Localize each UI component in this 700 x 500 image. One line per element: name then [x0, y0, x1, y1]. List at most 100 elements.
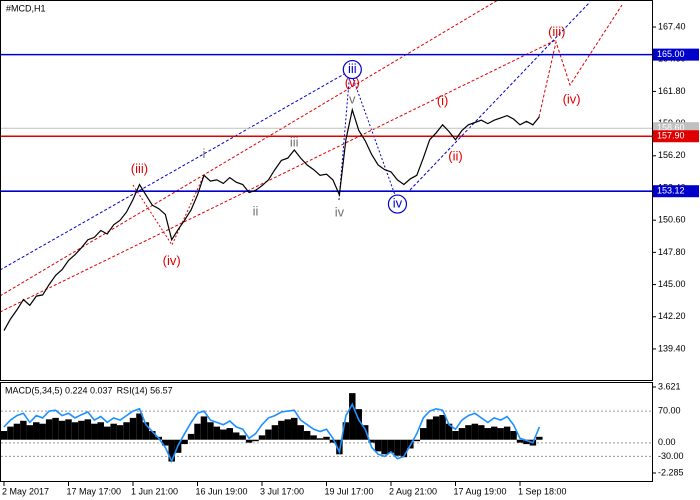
macd-bar [432, 416, 440, 440]
macd-bar [284, 419, 292, 440]
macd-bar [200, 416, 208, 440]
macd-bar [465, 425, 472, 440]
macd-bar [78, 420, 85, 440]
y-tick-label: 167.40 [658, 21, 686, 31]
macd-bar [387, 439, 395, 453]
macd-bar [336, 439, 343, 455]
x-tick-label: 2 Aug 21:00 [389, 486, 437, 496]
macd-bar [303, 430, 311, 440]
macd-bar [381, 439, 388, 455]
macd-bar [142, 422, 150, 440]
level-label: 153.12 [657, 186, 685, 196]
macd-bar [342, 422, 350, 440]
level-label-box [653, 185, 699, 198]
macd-bar [400, 439, 408, 458]
macd-bar [323, 436, 330, 440]
wave-label: v [349, 91, 356, 106]
macd-bar [426, 419, 433, 440]
macd-bar [149, 430, 156, 440]
macd-bar [503, 426, 511, 440]
wave-label: iv [393, 196, 403, 211]
macd-bar [162, 439, 169, 446]
x-tick-label: 17 May 17:00 [67, 486, 122, 496]
macd-bar [394, 439, 401, 456]
y-tick-label: 156.20 [658, 150, 686, 160]
macd-bar [536, 436, 543, 440]
indicator-legend: RSI(14) 56.57 [117, 385, 173, 395]
macd-bar [45, 419, 53, 440]
macd-bar [232, 432, 240, 440]
macd-bar [71, 422, 79, 440]
rsi-line [3, 402, 541, 463]
macd-bar [103, 426, 111, 440]
macd-bar [207, 422, 214, 440]
y-tick-label: -2.285 [658, 467, 684, 477]
macd-bar [181, 439, 188, 445]
y-tick-label: 142.20 [658, 311, 686, 321]
level-label-box [653, 48, 699, 61]
macd-bar [413, 439, 421, 442]
indicator-legend: MACD(5,34,5) 0.224 0.037 [5, 385, 113, 395]
macd-bar [523, 439, 530, 445]
annotation-circle [387, 194, 408, 214]
y-tick-label: 145.00 [658, 279, 686, 289]
macd-bar [516, 439, 524, 443]
macd-bar [355, 409, 362, 440]
x-tick-label: 19 Jul 17:00 [325, 486, 374, 496]
macd-bar [278, 420, 285, 440]
y2-tick-label: 70.00 [658, 405, 681, 415]
trend-line [0, 39, 557, 313]
macd-bar [484, 428, 491, 440]
macd-bar [265, 429, 272, 440]
macd-bar [291, 417, 298, 440]
macd-bar [110, 423, 117, 440]
annotation-circle [342, 59, 362, 80]
x-tick-label: 3 Jul 17:00 [260, 486, 304, 496]
macd-bar [7, 426, 14, 440]
macd-bar [374, 439, 382, 452]
y-tick-label: 161.80 [658, 86, 686, 96]
macd-bar [13, 423, 21, 440]
macd-bar [510, 430, 517, 440]
macd-bar [497, 428, 504, 440]
wave-label: ii [253, 204, 259, 219]
macd-bar [458, 428, 466, 440]
x-tick-label: 2 May 2017 [2, 486, 49, 496]
wave-label: iv [335, 205, 345, 220]
wave-label: (ii) [448, 148, 462, 163]
macd-bar [445, 423, 453, 440]
macd-bar [0, 430, 8, 440]
macd-bar [26, 425, 34, 440]
chart-title: #MCD,H1 [6, 3, 46, 13]
wave-label: (iv) [163, 253, 181, 268]
macd-bar [91, 423, 98, 440]
price-line [3, 107, 540, 331]
macd-bar [452, 430, 459, 440]
x-tick-label: 1 Sep 18:00 [518, 486, 567, 496]
level-label: 158.60 [657, 123, 685, 133]
y2-tick-label: 0.00 [658, 437, 676, 447]
macd-bar [258, 435, 266, 440]
macd-bar [316, 438, 324, 440]
macd-bar [368, 439, 375, 443]
macd-bar [297, 425, 304, 440]
wave-label: (v) [345, 75, 360, 90]
wave-label: (iii) [548, 24, 565, 39]
y-tick-label: 147.80 [658, 247, 686, 257]
y-tick-label: 3.621 [658, 381, 681, 391]
level-label: 165.00 [657, 49, 685, 59]
wave-label: i [203, 146, 206, 161]
wave-label: (iii) [131, 161, 148, 176]
y-tick-label: 139.40 [658, 343, 686, 353]
x-tick-label: 16 Jun 19:00 [196, 486, 248, 496]
macd-bar [220, 429, 227, 440]
macd-bar [97, 422, 104, 440]
x-tick-label: 17 Aug 19:00 [454, 486, 507, 496]
level-label: 157.90 [657, 131, 685, 141]
macd-bar [271, 425, 279, 440]
macd-bar [239, 435, 246, 440]
macd-bar [58, 420, 66, 440]
panel-frame [0, 382, 653, 482]
wave-label: (i) [437, 93, 449, 108]
